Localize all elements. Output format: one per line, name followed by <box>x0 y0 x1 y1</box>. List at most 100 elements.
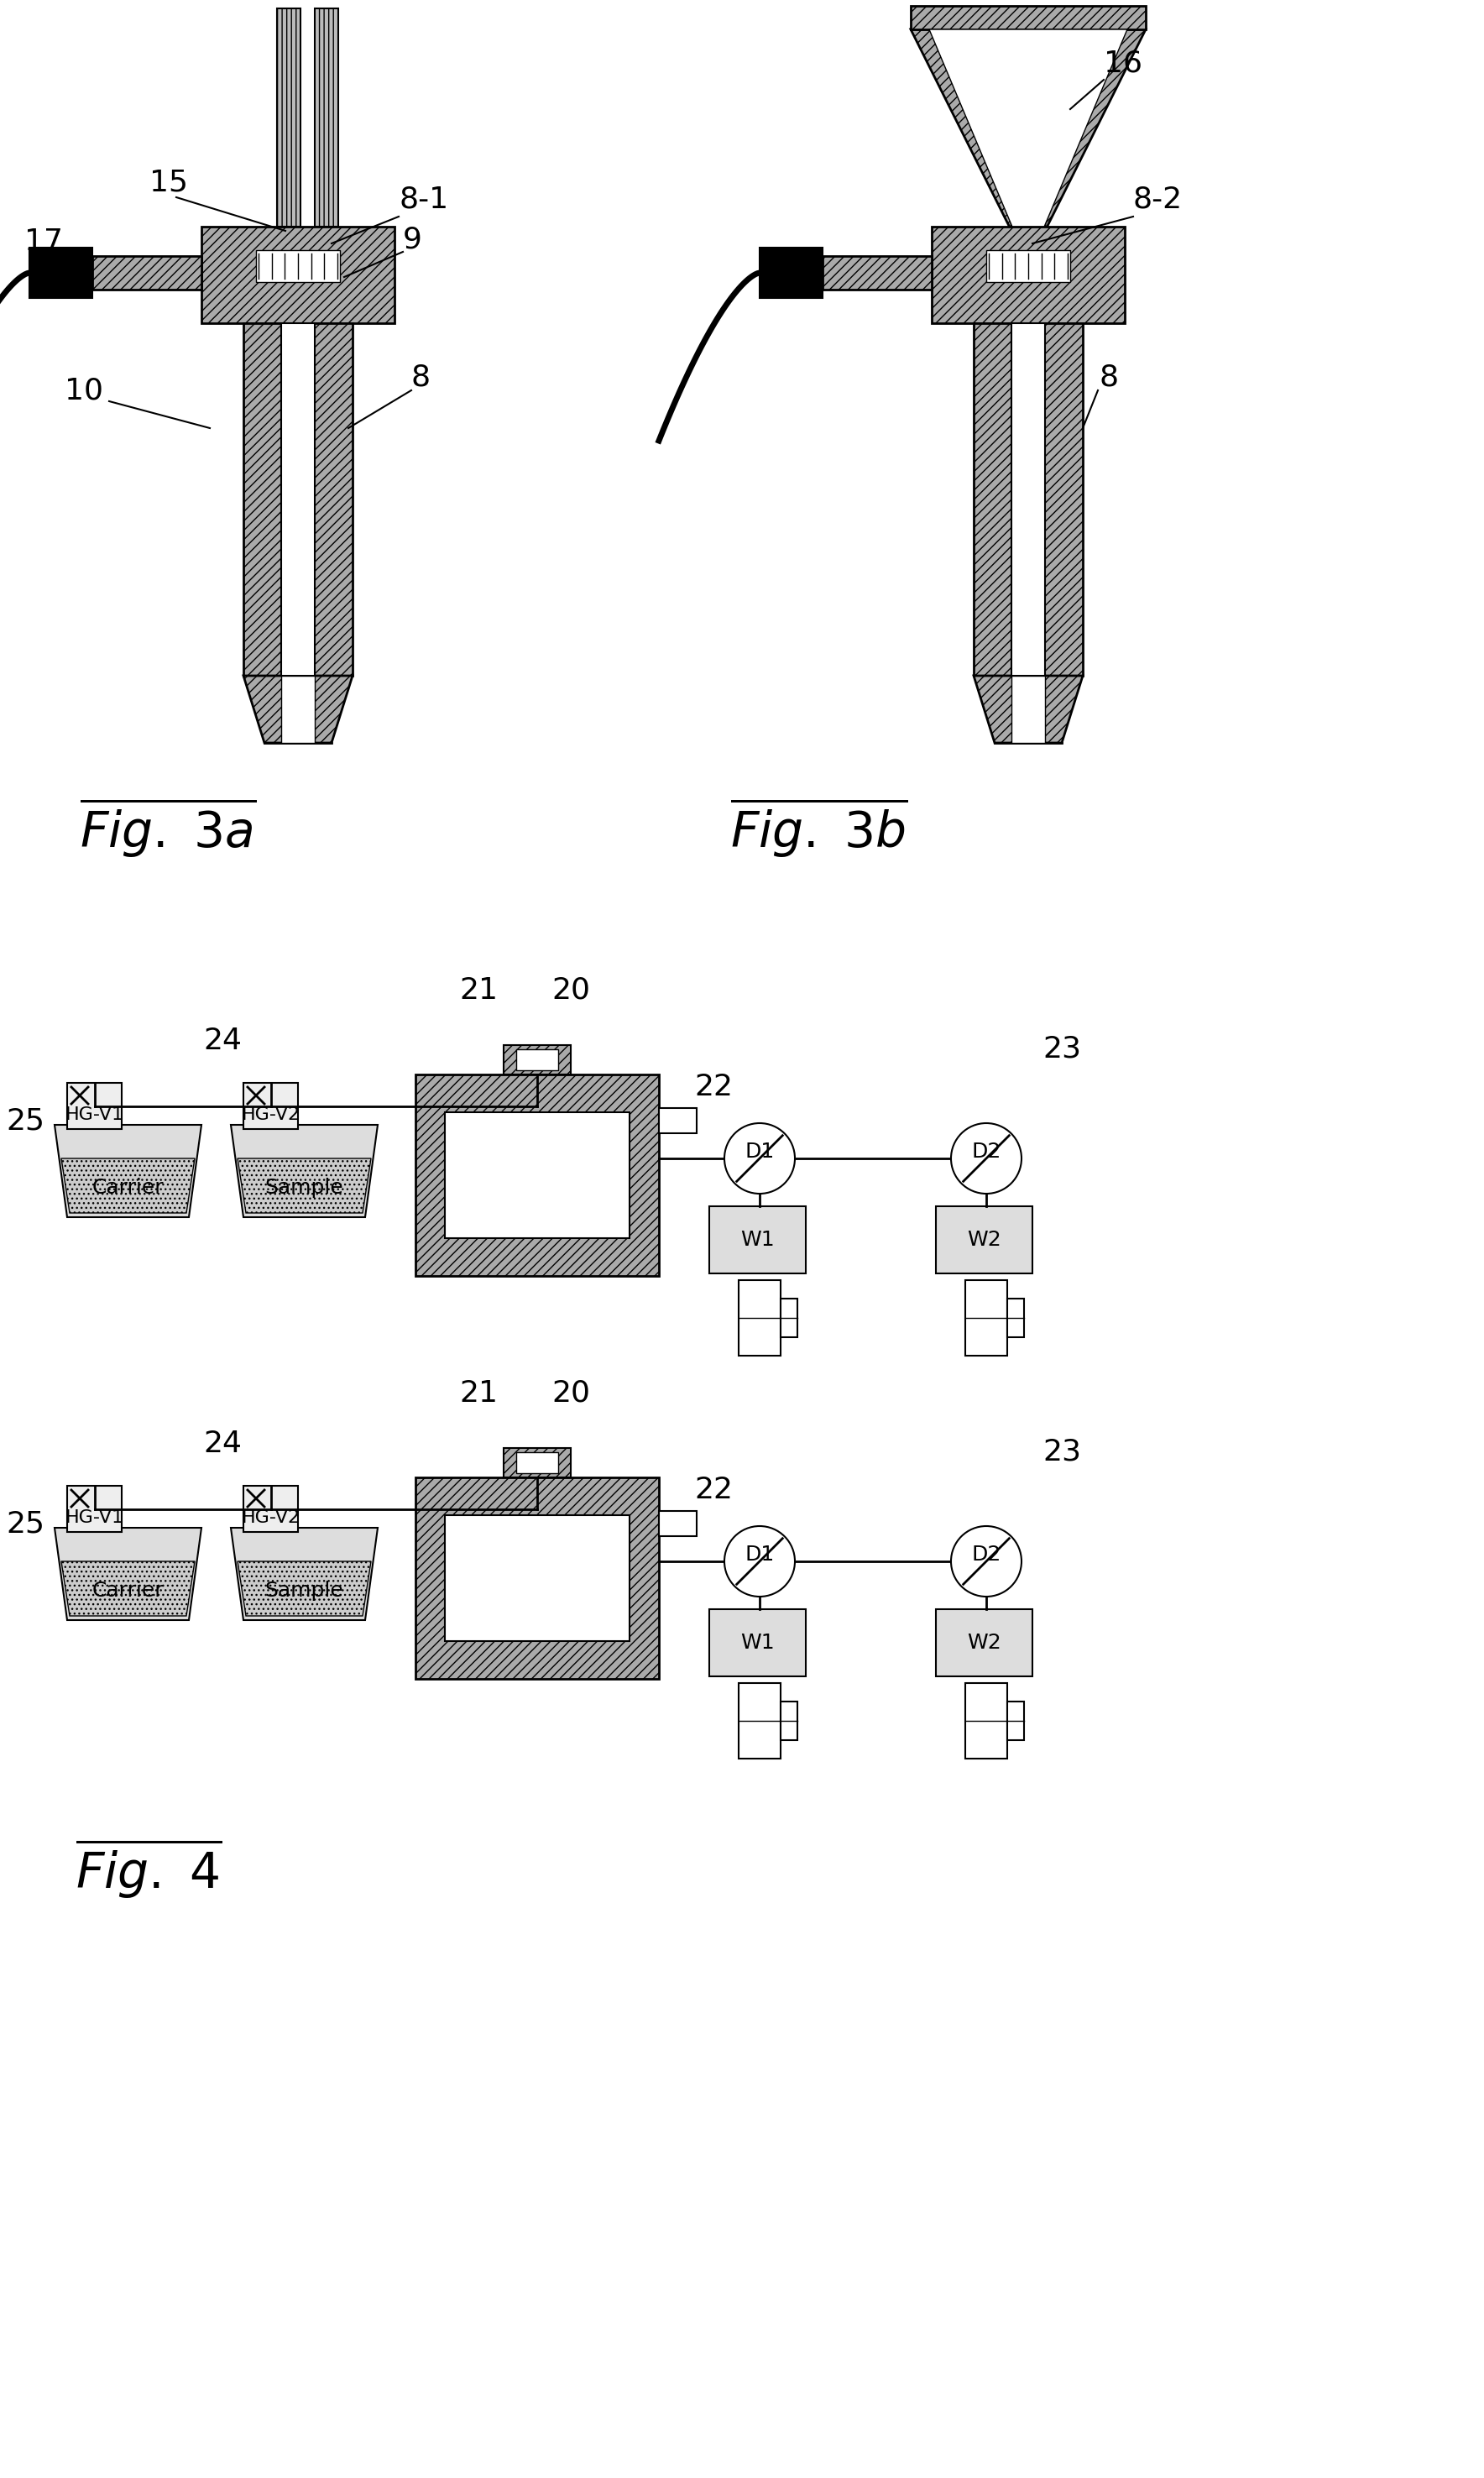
Text: Sample: Sample <box>266 1581 344 1601</box>
Text: 10: 10 <box>65 377 104 404</box>
Polygon shape <box>929 30 1128 230</box>
Bar <box>987 250 1070 282</box>
Bar <box>202 225 395 322</box>
Text: 8-2: 8-2 <box>1134 186 1183 213</box>
Text: $\overline{Fig.\ 3b}$: $\overline{Fig.\ 3b}$ <box>730 795 908 860</box>
Bar <box>781 1298 797 1338</box>
Text: 24: 24 <box>203 1430 242 1457</box>
Polygon shape <box>237 1157 371 1212</box>
Bar <box>936 1207 1033 1274</box>
Text: HG-V1: HG-V1 <box>65 1105 123 1123</box>
Text: D1: D1 <box>745 1544 775 1564</box>
Bar <box>516 1048 558 1070</box>
Text: 8: 8 <box>411 364 430 392</box>
Polygon shape <box>974 676 1083 743</box>
Polygon shape <box>243 676 353 743</box>
Text: 8-1: 8-1 <box>399 186 448 213</box>
Bar <box>932 225 1125 322</box>
Bar <box>416 1075 659 1276</box>
Bar <box>243 1083 298 1130</box>
Bar <box>278 7 300 225</box>
Text: Carrier: Carrier <box>92 1581 163 1601</box>
Bar <box>1008 1702 1024 1740</box>
Bar <box>1008 1298 1024 1338</box>
Bar <box>659 1512 696 1536</box>
Text: 20: 20 <box>552 1380 591 1408</box>
Polygon shape <box>232 1529 378 1621</box>
Polygon shape <box>237 1561 371 1616</box>
Bar <box>67 1083 122 1130</box>
Bar <box>709 1608 806 1675</box>
Polygon shape <box>61 1157 194 1212</box>
Text: W1: W1 <box>741 1229 775 1249</box>
Bar <box>781 1702 797 1740</box>
Text: $\overline{Fig.\ 4}$: $\overline{Fig.\ 4}$ <box>76 1836 223 1901</box>
Bar <box>416 1477 659 1680</box>
Text: 15: 15 <box>150 169 188 198</box>
Bar <box>965 1281 1008 1355</box>
Bar <box>739 1683 781 1759</box>
Bar <box>280 322 315 676</box>
Bar <box>1012 676 1045 743</box>
Bar <box>280 676 315 743</box>
Text: 23: 23 <box>1042 1036 1082 1063</box>
Text: HG-V2: HG-V2 <box>242 1509 300 1526</box>
Circle shape <box>724 1123 795 1194</box>
Text: 22: 22 <box>695 1477 733 1504</box>
Bar <box>1012 322 1045 676</box>
Text: 17: 17 <box>24 228 62 255</box>
Text: D2: D2 <box>972 1142 1002 1162</box>
Text: Sample: Sample <box>266 1177 344 1197</box>
Bar <box>503 1046 571 1075</box>
Circle shape <box>724 1526 795 1596</box>
Bar <box>30 248 92 297</box>
Text: 20: 20 <box>552 976 591 1004</box>
Bar <box>67 1487 122 1531</box>
Bar <box>92 255 202 290</box>
Bar <box>503 1447 571 1477</box>
Bar <box>911 5 1146 30</box>
Text: 24: 24 <box>203 1026 242 1056</box>
Bar <box>760 248 822 297</box>
Bar <box>445 1514 629 1640</box>
Polygon shape <box>232 1125 378 1217</box>
Polygon shape <box>61 1561 194 1616</box>
Text: $\overline{Fig.\ 3a}$: $\overline{Fig.\ 3a}$ <box>80 795 257 860</box>
Bar <box>257 250 340 282</box>
Text: W2: W2 <box>968 1229 1002 1249</box>
Text: 23: 23 <box>1042 1437 1082 1467</box>
Bar <box>739 1281 781 1355</box>
Polygon shape <box>911 30 1012 230</box>
Bar <box>822 255 932 290</box>
Text: 25: 25 <box>6 1509 45 1539</box>
Text: 8: 8 <box>1100 364 1119 392</box>
Polygon shape <box>1045 30 1146 230</box>
Text: D2: D2 <box>972 1544 1002 1564</box>
Text: HG-V2: HG-V2 <box>242 1105 300 1123</box>
Bar <box>974 322 1083 676</box>
Bar <box>315 7 338 225</box>
Text: Carrier: Carrier <box>92 1177 163 1197</box>
Text: 25: 25 <box>6 1105 45 1135</box>
Bar <box>709 1207 806 1274</box>
Bar <box>965 1683 1008 1759</box>
Polygon shape <box>55 1529 202 1621</box>
Circle shape <box>951 1123 1021 1194</box>
Text: W1: W1 <box>741 1633 775 1653</box>
Text: 22: 22 <box>695 1073 733 1100</box>
Text: 9: 9 <box>402 225 421 253</box>
Bar <box>243 322 353 676</box>
Text: HG-V1: HG-V1 <box>65 1509 123 1526</box>
Polygon shape <box>55 1125 202 1217</box>
Bar <box>659 1108 696 1132</box>
Text: 16: 16 <box>1104 50 1143 77</box>
Text: 21: 21 <box>459 976 497 1004</box>
Circle shape <box>951 1526 1021 1596</box>
Bar <box>243 1487 298 1531</box>
Bar <box>445 1113 629 1239</box>
Bar <box>936 1608 1033 1675</box>
Text: 21: 21 <box>459 1380 497 1408</box>
Text: D1: D1 <box>745 1142 775 1162</box>
Bar <box>516 1452 558 1474</box>
Text: W2: W2 <box>968 1633 1002 1653</box>
